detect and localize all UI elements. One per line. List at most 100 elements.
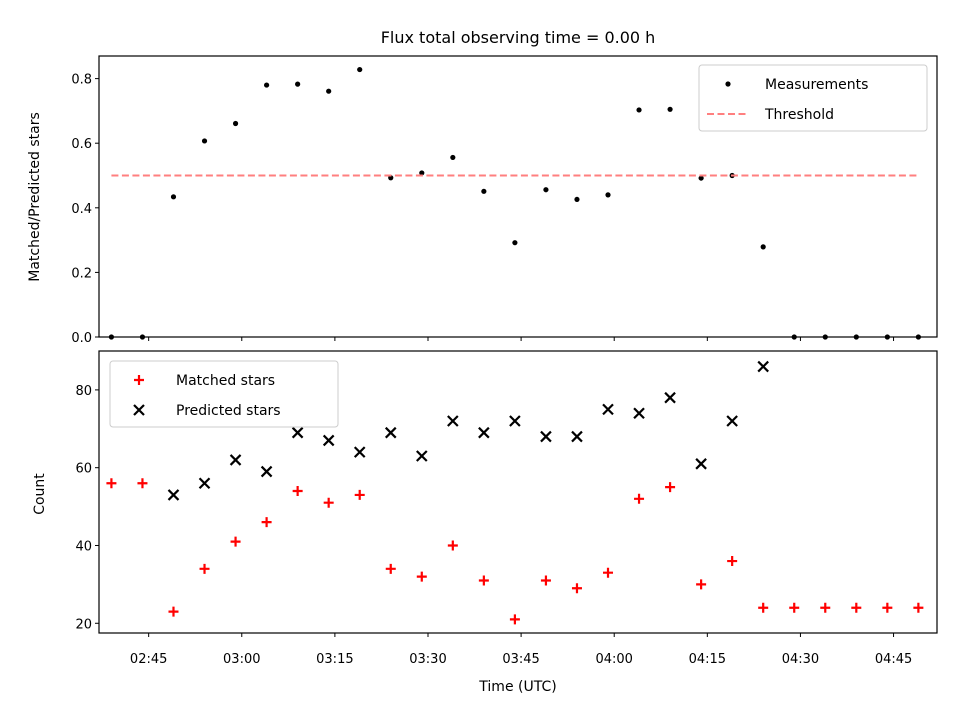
data-point <box>760 244 766 250</box>
data-point <box>201 138 208 144</box>
data-point <box>261 517 272 528</box>
data-point <box>384 426 397 439</box>
x-axis-label: Time (UTC) <box>478 679 556 695</box>
data-point <box>478 575 489 586</box>
data-point <box>603 567 614 578</box>
data-point <box>571 583 582 594</box>
data-point <box>540 575 551 586</box>
data-point <box>322 434 335 447</box>
data-point <box>353 446 366 458</box>
data-point <box>481 188 487 194</box>
data-point <box>696 579 707 590</box>
data-point <box>695 458 707 470</box>
data-point <box>913 602 924 613</box>
legend-handle <box>134 375 144 385</box>
data-point <box>292 486 303 497</box>
x-tick-label: 03:00 <box>223 652 260 667</box>
data-point <box>416 571 427 582</box>
y-tick-label: 0.4 <box>71 202 92 217</box>
bottom-panel: 20 40 60 80 02:45 03:00 03:15 03:30 03:45 04:00 04… <box>75 350 938 667</box>
data-point <box>574 196 580 203</box>
data-point <box>168 606 179 617</box>
data-point <box>291 426 304 439</box>
top-y-axis-label: Matched/Predicted stars <box>27 112 43 282</box>
data-point <box>199 563 210 574</box>
data-point <box>789 602 800 613</box>
data-point <box>667 106 673 112</box>
data-point <box>634 493 645 504</box>
legend: Measurements Threshold <box>698 64 928 132</box>
data-point <box>664 391 676 404</box>
data-point <box>636 107 642 113</box>
legend-label: Threshold <box>764 107 834 123</box>
data-point <box>232 120 239 127</box>
data-point <box>260 465 273 478</box>
data-point <box>478 426 490 439</box>
data-point <box>571 430 583 443</box>
chart-title: Flux total observing time = 0.00 h <box>381 28 656 47</box>
data-point <box>726 415 738 427</box>
y-tick-label: 0.2 <box>71 266 92 281</box>
y-tick-label: 0.8 <box>71 73 92 88</box>
plot-frame <box>98 55 938 338</box>
x-tick-label: 03:30 <box>409 652 446 667</box>
x-tick-label: 04:00 <box>595 652 632 667</box>
data-point <box>264 82 270 88</box>
data-point <box>882 602 893 613</box>
series-predicted-stars <box>167 360 769 501</box>
data-point <box>357 66 363 73</box>
legend-label: Measurements <box>765 77 868 93</box>
x-tick-label: 02:45 <box>130 652 167 667</box>
data-point <box>633 407 645 420</box>
data-point <box>167 489 180 501</box>
data-point <box>323 497 334 508</box>
x-tick-label: 04:45 <box>875 652 912 667</box>
data-point <box>229 454 242 466</box>
data-point <box>543 187 549 193</box>
data-point <box>509 614 520 625</box>
data-point <box>698 175 704 181</box>
y-tick-label: 80 <box>75 384 92 399</box>
y-tick-label: 20 <box>75 617 92 632</box>
y-tick-label: 0.6 <box>71 137 92 152</box>
legend-handle <box>725 81 731 87</box>
data-point <box>665 482 676 493</box>
x-tick-label: 03:15 <box>316 652 353 667</box>
data-point <box>419 170 425 176</box>
data-point <box>198 477 211 490</box>
series-matched-stars <box>106 478 924 625</box>
data-point <box>602 403 614 416</box>
top-panel: 0.0 0.2 0.4 0.6 0.8 Measurements Threshold <box>71 55 938 346</box>
y-tick-label: 40 <box>75 539 92 554</box>
legend-handle <box>133 404 145 416</box>
bottom-y-axis-label: Count <box>32 473 48 515</box>
data-point <box>295 81 301 87</box>
data-point <box>820 602 831 613</box>
data-point <box>605 192 611 198</box>
legend: Matched stars Predicted stars <box>109 360 339 428</box>
data-point <box>326 88 332 94</box>
x-tick-label: 04:30 <box>782 652 819 667</box>
data-point <box>757 360 769 373</box>
data-point <box>354 489 365 500</box>
data-point <box>447 415 459 427</box>
x-tick-label: 03:45 <box>502 652 539 667</box>
x-tick-label: 04:15 <box>689 652 726 667</box>
legend-box <box>109 360 339 428</box>
data-point <box>509 415 521 427</box>
data-point <box>851 602 862 613</box>
series-measurements <box>108 66 921 340</box>
legend-label: Matched stars <box>176 373 275 389</box>
data-point <box>385 563 396 574</box>
data-point <box>727 556 738 567</box>
data-point <box>450 154 456 161</box>
data-point <box>416 450 428 462</box>
data-point <box>758 602 769 613</box>
legend-box <box>698 64 928 132</box>
data-point <box>230 536 241 547</box>
data-point <box>447 540 458 551</box>
legend-label: Predicted stars <box>176 403 281 419</box>
plot-frame <box>98 350 938 634</box>
data-point <box>106 478 117 489</box>
